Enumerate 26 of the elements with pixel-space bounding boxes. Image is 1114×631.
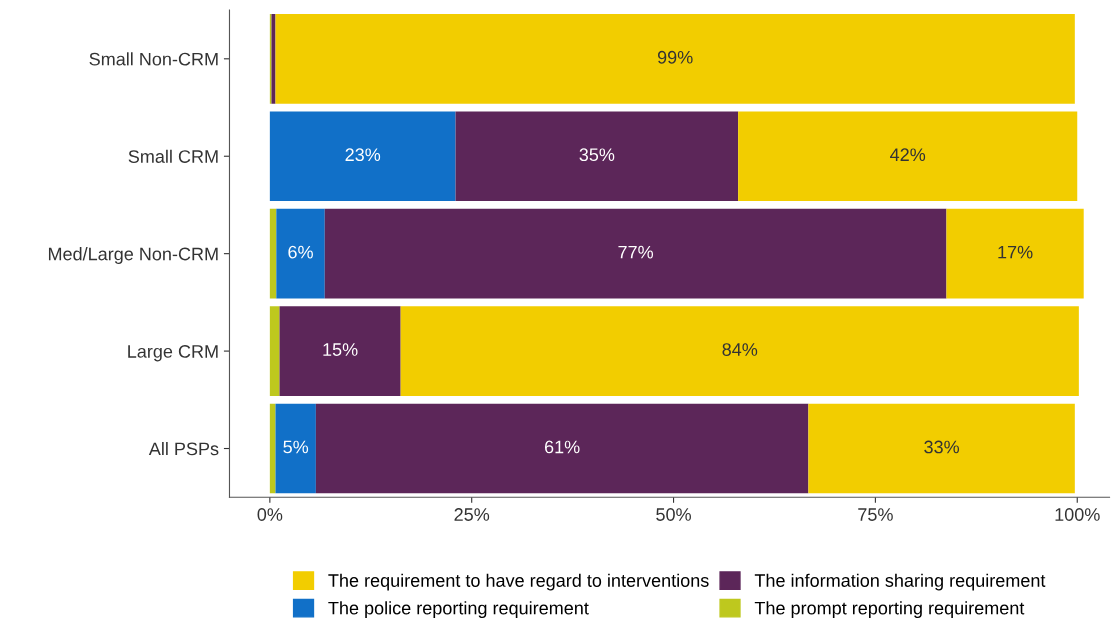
y-tick-label: All PSPs (148, 441, 219, 456)
x-tick-label: 25% (454, 508, 490, 521)
x-tick-label: 100% (1055, 508, 1100, 521)
data-label: 99% (657, 50, 693, 64)
legend-label: The police reporting requirement (328, 601, 589, 619)
y-tick-label: Med/Large Non-CRM (48, 247, 218, 264)
data-label: 17% (998, 245, 1033, 259)
y-tick-label: Large CRM (128, 345, 218, 362)
data-label: 61% (544, 440, 580, 454)
x-tick-label: 50% (656, 508, 691, 521)
data-label: 6% (288, 245, 313, 259)
data-label: 77% (618, 245, 654, 259)
data-label: 33% (924, 440, 960, 454)
y-tick-label: Small Non-CRM (89, 52, 218, 66)
data-label: 15% (323, 343, 358, 356)
data-label: 23% (345, 148, 381, 162)
x-tick-label: 0% (257, 508, 283, 521)
data-label: 84% (722, 343, 758, 356)
data-label: 35% (579, 148, 615, 162)
legend-label: The prompt reporting requirement (754, 601, 1025, 619)
data-label: 5% (283, 440, 309, 454)
x-tick-label: 75% (858, 508, 893, 521)
legend-label: The information sharing requirement (754, 573, 1046, 591)
legend-label: The requirement to have regard to interventions (328, 573, 709, 591)
data-label: 42% (890, 148, 926, 162)
y-tick-label: Small CRM (128, 149, 218, 163)
